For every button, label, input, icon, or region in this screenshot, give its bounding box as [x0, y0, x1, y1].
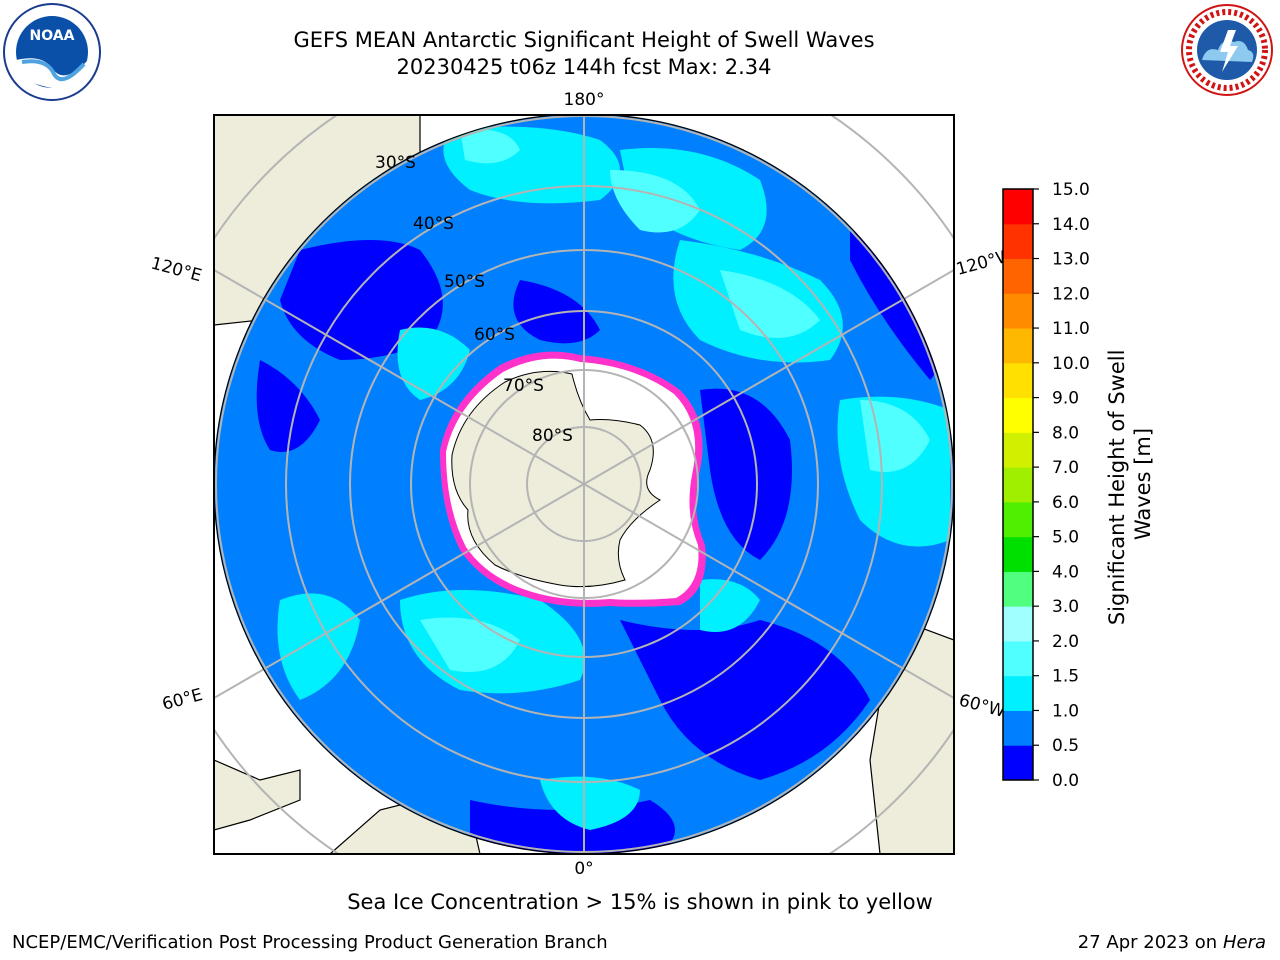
colorbar-tick-label: 15.0 — [1052, 180, 1090, 200]
colorbar-band — [1003, 189, 1033, 225]
colorbar-bands — [1003, 189, 1033, 781]
colorbar-tick-label: 11.0 — [1052, 319, 1090, 339]
sea-ice-note: Sea Ice Concentration > 15% is shown in … — [347, 890, 933, 914]
colorbar-band — [1003, 362, 1033, 399]
colorbar-ticks: 0.0 0.5 1.0 1.5 2.0 3.0 4.0 5.0 6.0 7.0 8.0 9.0 10.0… — [1033, 180, 1090, 791]
colorbar-band — [1003, 536, 1033, 572]
colorbar-frame — [1002, 188, 1034, 781]
chart-subtitle: 20230425 t06z 144h fcst Max: 2.34 — [396, 55, 772, 79]
colorbar-tick-label: 6.0 — [1052, 493, 1079, 513]
map-frame — [213, 114, 955, 855]
lat-label-40s: 40°S — [413, 214, 454, 234]
colorbar-tick-label: 9.0 — [1052, 389, 1079, 409]
chart-title: GEFS MEAN Antarctic Significant Height o… — [293, 28, 875, 52]
higher-swell-regions — [420, 129, 930, 672]
colorbar-tick-label: 5.0 — [1052, 528, 1079, 548]
colorbar-band — [1003, 571, 1033, 607]
colorbar-tick-label: 13.0 — [1052, 250, 1090, 270]
lon-label-0: 0° — [574, 859, 593, 879]
lat-label-80s: 80°S — [532, 426, 573, 446]
colorbar-band — [1003, 293, 1033, 329]
colorbar-band — [1003, 501, 1033, 538]
colorbar-tick-label: 0.5 — [1052, 736, 1079, 756]
colorbar-band — [1003, 710, 1033, 746]
colorbar-tick-label: 8.0 — [1052, 423, 1079, 443]
footer-date-text: 27 Apr 2023 on — [1077, 932, 1223, 953]
noaa-logo-text: NOAA — [30, 28, 75, 44]
colorbar-tick-label: 1.0 — [1052, 701, 1079, 721]
colorbar-label: Significant Height of Swell Waves [m] — [1105, 343, 1155, 625]
colorbar-tick-label: 14.0 — [1052, 215, 1090, 235]
colorbar-tick-label: 3.0 — [1052, 597, 1079, 617]
colorbar-band — [1003, 745, 1033, 781]
colorbar-tick-label: 1.5 — [1052, 667, 1079, 687]
noaa-logo: NOAA — [3, 3, 101, 101]
colorbar-band — [1003, 258, 1033, 294]
lat-label-30s: 30°S — [375, 153, 416, 173]
colorbar-band — [1003, 223, 1033, 260]
colorbar-tick-label: 4.0 — [1052, 562, 1079, 582]
colorbar-tick-label: 7.0 — [1052, 458, 1079, 478]
colorbar-band — [1003, 640, 1033, 677]
antarctica — [440, 351, 706, 607]
national-weather-service-logo — [1181, 4, 1273, 96]
lat-label-60s: 60°S — [474, 325, 515, 345]
footer-date: 27 Apr 2023 on Hera — [1078, 932, 1266, 953]
colorbar-band — [1003, 467, 1033, 503]
colorbar-band — [1003, 606, 1033, 642]
lat-label-70s: 70°S — [503, 376, 544, 396]
lon-label-180: 180° — [564, 90, 605, 110]
low-swell-regions — [256, 230, 944, 854]
footer-credit: NCEP/EMC/Verification Post Processing Pr… — [12, 932, 608, 953]
colorbar-band — [1003, 328, 1033, 364]
colorbar-tick-label: 0.0 — [1052, 771, 1079, 791]
footer-host: Hera — [1222, 932, 1266, 953]
colorbar-tick-label: 10.0 — [1052, 354, 1090, 374]
colorbar-band — [1003, 432, 1033, 468]
colorbar-band — [1003, 397, 1033, 433]
colorbar-tick-label: 12.0 — [1052, 284, 1090, 304]
map-frame-content — [214, 115, 954, 854]
lat-label-50s: 50°S — [444, 272, 485, 292]
colorbar-band — [1003, 675, 1033, 711]
latitude-labels: 30°S 40°S 50°S 60°S 70°S 80°S — [375, 153, 573, 446]
colorbar-tick-label: 2.0 — [1052, 632, 1079, 652]
